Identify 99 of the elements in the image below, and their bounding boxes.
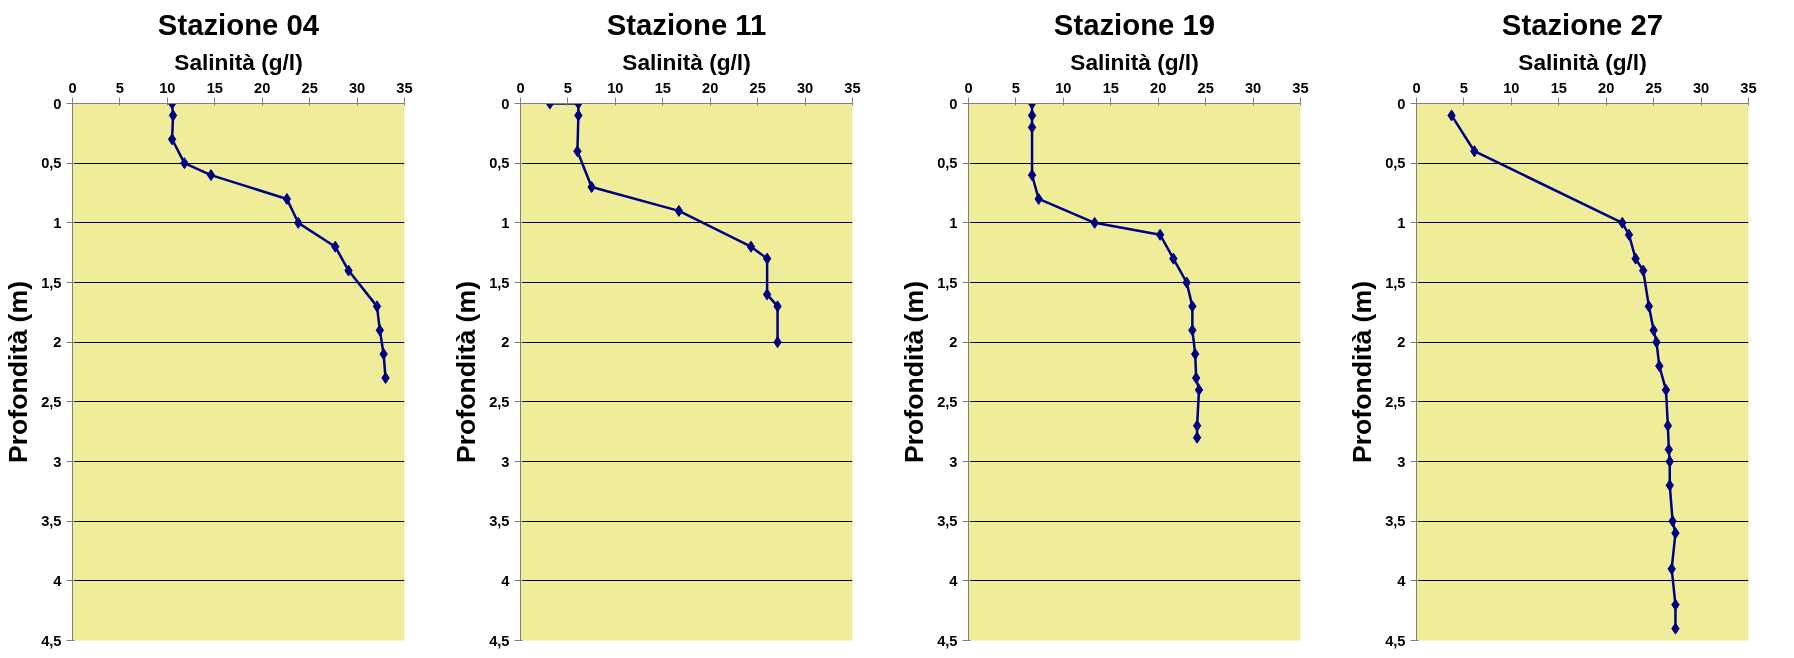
point xyxy=(206,169,216,182)
y-tick-label: 0 xyxy=(1397,95,1406,112)
y-tick-label: 4 xyxy=(1397,572,1407,589)
x-tick-label: 0 xyxy=(964,79,973,96)
x-tick-label: 35 xyxy=(1292,79,1309,96)
y-tick-label: 3 xyxy=(501,453,510,470)
x-tick-label: 30 xyxy=(1692,79,1710,96)
x-tick-label: 20 xyxy=(1150,79,1167,96)
y-tick-label: 4 xyxy=(53,572,63,589)
x-axis-title: Salinità (g/l) xyxy=(174,48,303,75)
y-tick-label: 3,5 xyxy=(41,513,62,530)
x-tick-label: 20 xyxy=(254,79,271,96)
point xyxy=(1192,419,1202,432)
y-tick-label: 2,5 xyxy=(1385,393,1406,410)
x-tick-label: 25 xyxy=(749,79,766,96)
y-tick-label: 2,5 xyxy=(937,393,958,410)
x-tick-label: 0 xyxy=(68,79,77,96)
y-tick-label: 4 xyxy=(949,572,959,589)
y-tick-label: 1 xyxy=(53,214,62,231)
x-axis-title: Salinità (g/l) xyxy=(622,48,751,75)
y-tick-label: 3,5 xyxy=(937,513,958,530)
x-axis-title: Salinità (g/l) xyxy=(1070,48,1199,75)
chart-title: Stazione 11 xyxy=(606,7,767,41)
point xyxy=(1644,300,1654,313)
point xyxy=(1155,228,1165,241)
point xyxy=(282,192,292,205)
x-tick-label: 25 xyxy=(1645,79,1662,96)
y-tick-label: 1,5 xyxy=(1385,274,1406,291)
x-tick-label: 35 xyxy=(844,79,861,96)
x-tick-label: 25 xyxy=(1197,79,1214,96)
x-axis-title: Salinità (g/l) xyxy=(1518,48,1647,75)
point xyxy=(674,204,684,217)
point xyxy=(1027,169,1037,182)
x-tick-label: 10 xyxy=(1503,79,1520,96)
x-tick-label: 5 xyxy=(115,79,125,96)
point xyxy=(746,240,756,253)
x-tick-label: 15 xyxy=(1550,79,1567,96)
y-tick-label: 0,5 xyxy=(41,155,62,172)
y-tick-label: 0,5 xyxy=(937,155,958,172)
y-tick-label: 2 xyxy=(1397,334,1406,351)
y-tick-label: 1 xyxy=(949,214,958,231)
point xyxy=(1663,419,1673,432)
y-tick-label: 3 xyxy=(53,453,62,470)
point xyxy=(167,133,177,146)
x-tick-label: 15 xyxy=(654,79,671,96)
chart-title: Stazione 27 xyxy=(1501,7,1664,41)
point xyxy=(762,252,772,265)
y-tick-label: 2,5 xyxy=(489,393,510,410)
y-tick-label: 2 xyxy=(53,334,62,351)
y-tick-label: 1 xyxy=(1397,214,1406,231)
y-tick-label: 0,5 xyxy=(489,155,510,172)
x-tick-label: 10 xyxy=(1055,79,1072,96)
y-tick-label: 1 xyxy=(501,214,510,231)
x-tick-label: 5 xyxy=(1011,79,1021,96)
x-tick-label: 0 xyxy=(516,79,525,96)
chart-title: Stazione 04 xyxy=(157,7,320,41)
y-tick-label: 3,5 xyxy=(1385,513,1406,530)
y-tick-label: 1,5 xyxy=(937,274,958,291)
y-tick-label: 1,5 xyxy=(489,274,510,291)
x-tick-label: 35 xyxy=(396,79,413,96)
x-tick-label: 20 xyxy=(702,79,719,96)
x-tick-label: 20 xyxy=(1598,79,1615,96)
x-tick-label: 10 xyxy=(607,79,624,96)
y-tick-label: 0 xyxy=(501,95,510,112)
x-tick-label: 15 xyxy=(206,79,223,96)
point xyxy=(372,300,382,313)
y-tick-label: 4 xyxy=(501,572,511,589)
x-tick-label: 5 xyxy=(1459,79,1469,96)
y-tick-label: 0,5 xyxy=(1385,155,1406,172)
y-tick-label: 3 xyxy=(1397,453,1406,470)
point xyxy=(1624,228,1634,241)
x-tick-label: 35 xyxy=(1740,79,1757,96)
x-tick-label: 25 xyxy=(301,79,318,96)
y-tick-label: 2 xyxy=(949,334,958,351)
x-tick-label: 0 xyxy=(1412,79,1421,96)
x-tick-label: 30 xyxy=(796,79,814,96)
y-tick-label: 4,5 xyxy=(41,632,62,649)
y-tick-label: 4,5 xyxy=(489,632,510,649)
y-axis-title: Profondità (m) xyxy=(451,280,482,464)
x-tick-label: 5 xyxy=(563,79,573,96)
y-tick-label: 3 xyxy=(949,453,958,470)
point xyxy=(1661,383,1671,396)
y-tick-label: 0 xyxy=(949,95,958,112)
y-axis-title: Profondità (m) xyxy=(3,280,34,464)
chart-title: Stazione 19 xyxy=(1053,7,1216,41)
x-tick-label: 30 xyxy=(1244,79,1262,96)
x-tick-label: 30 xyxy=(348,79,366,96)
x-tick-label: 10 xyxy=(159,79,176,96)
y-tick-label: 2 xyxy=(501,334,510,351)
y-axis-title: Profondità (m) xyxy=(1347,280,1378,464)
y-axis-title: Profondità (m) xyxy=(899,280,930,464)
x-tick-label: 15 xyxy=(1102,79,1119,96)
y-tick-label: 2,5 xyxy=(41,393,62,410)
y-tick-label: 0 xyxy=(53,95,62,112)
y-tick-label: 4,5 xyxy=(937,632,958,649)
point xyxy=(1194,383,1204,396)
y-tick-label: 3,5 xyxy=(489,513,510,530)
y-tick-label: 1,5 xyxy=(41,274,62,291)
y-tick-label: 4,5 xyxy=(1385,632,1406,649)
